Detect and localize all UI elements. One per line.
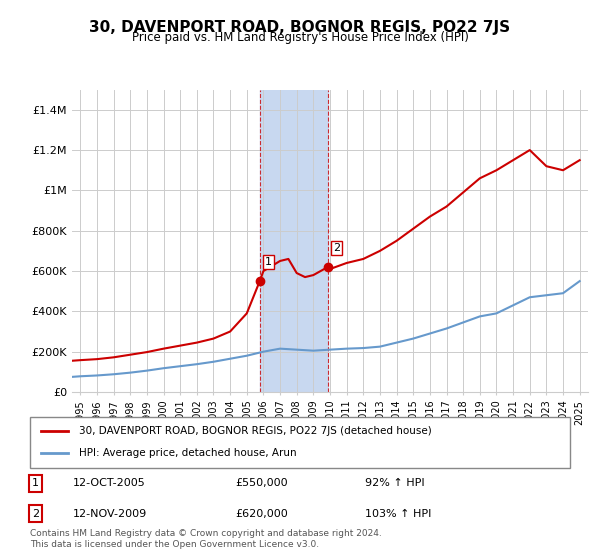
Bar <box>260 90 328 392</box>
Text: 92% ↑ HPI: 92% ↑ HPI <box>365 478 424 488</box>
Text: £550,000: £550,000 <box>235 478 288 488</box>
Text: 30, DAVENPORT ROAD, BOGNOR REGIS, PO22 7JS (detached house): 30, DAVENPORT ROAD, BOGNOR REGIS, PO22 7… <box>79 426 431 436</box>
Text: 1: 1 <box>265 257 272 267</box>
Text: 103% ↑ HPI: 103% ↑ HPI <box>365 508 431 519</box>
Text: 12-NOV-2009: 12-NOV-2009 <box>73 508 148 519</box>
Text: 1: 1 <box>32 478 39 488</box>
FancyBboxPatch shape <box>30 417 570 468</box>
Text: 12-OCT-2005: 12-OCT-2005 <box>73 478 146 488</box>
Text: 30, DAVENPORT ROAD, BOGNOR REGIS, PO22 7JS: 30, DAVENPORT ROAD, BOGNOR REGIS, PO22 7… <box>89 20 511 35</box>
Text: 2: 2 <box>333 243 340 253</box>
Text: Price paid vs. HM Land Registry's House Price Index (HPI): Price paid vs. HM Land Registry's House … <box>131 31 469 44</box>
Text: HPI: Average price, detached house, Arun: HPI: Average price, detached house, Arun <box>79 449 296 459</box>
Text: 2: 2 <box>32 508 39 519</box>
Text: Contains HM Land Registry data © Crown copyright and database right 2024.
This d: Contains HM Land Registry data © Crown c… <box>30 529 382 549</box>
Text: £620,000: £620,000 <box>235 508 288 519</box>
